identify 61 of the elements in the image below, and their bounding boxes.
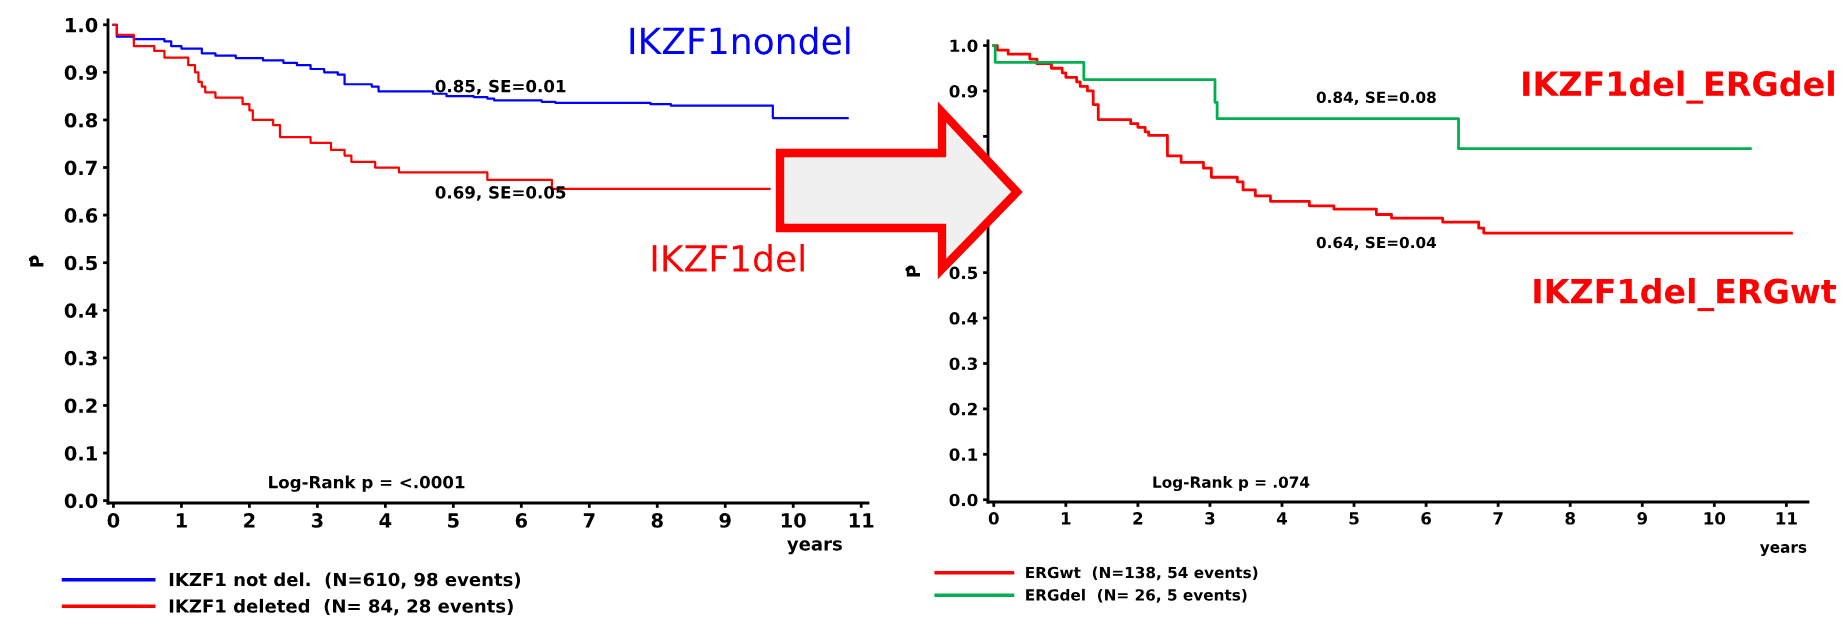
x-tick-label: 0 — [988, 512, 999, 525]
x-tick-label: 6 — [515, 513, 528, 528]
legend-label: ERGdel (N= 26, 5 events) — [1026, 588, 1247, 603]
x-tick-label: 4 — [1276, 512, 1288, 525]
legend-label: IKZF1 deleted (N= 84, 28 events) — [169, 598, 513, 616]
y-tick-label: 0.4 — [64, 303, 98, 318]
y-tick-label: 0.2 — [64, 398, 97, 414]
x-tick-label: 7 — [1493, 512, 1503, 525]
y-tick-label: 0.9 — [64, 65, 98, 81]
y-tick-label: 0.3 — [64, 350, 97, 366]
x-tick-label: 2 — [1133, 512, 1143, 525]
y-tick-label: 0.5 — [949, 266, 978, 280]
x-tick-label: 6 — [1421, 512, 1431, 525]
x-tick-label: 1 — [1061, 512, 1071, 525]
y-axis-title: P̂ — [905, 265, 920, 277]
x-axis-title: years — [787, 540, 842, 555]
x-tick-label: 3 — [311, 513, 323, 528]
x-tick-label: 4 — [379, 513, 392, 528]
legend-label: ERGwt (N=138, 54 events) — [1026, 566, 1258, 581]
y-tick-label: 0.7 — [64, 160, 97, 176]
annotation: 0.69, SE=0.05 — [435, 186, 566, 201]
y-tick-label: 0.1 — [949, 448, 978, 461]
annotation: 0.84, SE=0.08 — [1316, 91, 1436, 106]
x-tick-label: 11 — [849, 513, 874, 528]
x-tick-label: 7 — [583, 513, 595, 528]
x-tick-label: 1 — [176, 513, 187, 528]
y-axis-title: P̂ — [28, 255, 44, 267]
annotation: IKZF1del — [652, 244, 804, 272]
annotation: IKZF1nondel — [630, 26, 850, 55]
annotation: Log-Rank p = .074 — [1153, 476, 1310, 492]
y-tick-label: 0.5 — [64, 255, 97, 271]
annotation: 0.64, SE=0.04 — [1316, 236, 1437, 251]
y-tick-label: 0.9 — [949, 84, 978, 98]
annotation: IKZF1del_ERGwt — [1534, 277, 1836, 312]
x-tick-label: 10 — [781, 513, 806, 528]
y-tick-label: 0.6 — [64, 208, 98, 223]
y-tick-label: 0.0 — [949, 493, 978, 507]
x-tick-label: 3 — [1205, 512, 1215, 525]
y-tick-label: 0.1 — [64, 445, 97, 461]
y-tick-label: 0.8 — [64, 112, 98, 128]
annotation: Log-Rank p = <.0001 — [269, 475, 465, 492]
x-tick-label: 0 — [107, 513, 120, 528]
x-tick-label: 9 — [1637, 512, 1647, 525]
y-tick-label: 0.2 — [949, 402, 977, 416]
annotation: 0.85, SE=0.01 — [435, 79, 566, 95]
y-tick-label: 0.3 — [949, 357, 977, 371]
x-tick-label: 9 — [719, 513, 731, 528]
legend-label: IKZF1 not del. (N=610, 98 events) — [169, 572, 521, 589]
y-tick-label: 0.0 — [64, 493, 98, 509]
x-tick-label: 10 — [1704, 512, 1726, 525]
x-axis-title: years — [1759, 544, 1807, 556]
x-tick-label: 5 — [1349, 512, 1359, 525]
x-tick-label: 11 — [1776, 512, 1797, 525]
annotation: IKZF1del_ERGdel — [1523, 70, 1834, 104]
y-tick-label: 1.0 — [950, 39, 978, 53]
x-tick-label: 8 — [651, 513, 663, 528]
y-tick-label: 0.4 — [949, 312, 978, 325]
x-tick-label: 5 — [448, 513, 459, 528]
x-tick-label: 8 — [1565, 512, 1575, 525]
x-tick-label: 2 — [244, 513, 255, 528]
y-tick-label: 1.0 — [66, 17, 98, 33]
